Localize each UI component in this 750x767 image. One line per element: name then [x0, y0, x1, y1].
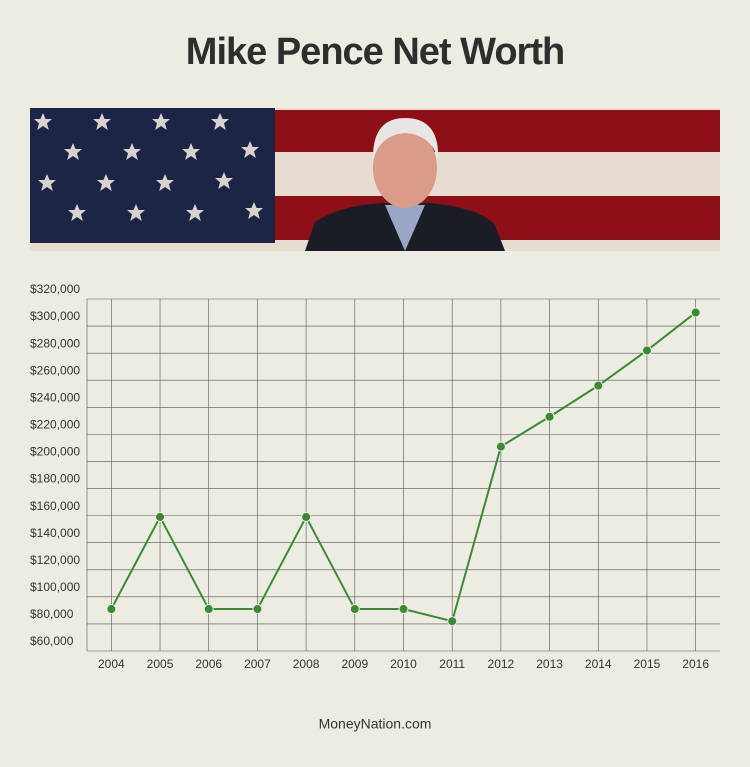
- x-tick-label: 2007: [244, 657, 271, 671]
- data-point: [155, 511, 166, 522]
- data-point: [495, 441, 506, 452]
- y-tick-label: $120,000: [30, 553, 80, 567]
- y-tick-label: $100,000: [30, 580, 80, 594]
- data-point: [690, 307, 701, 318]
- source: MoneyNation.com: [319, 716, 432, 732]
- x-tick-label: 2005: [147, 657, 174, 671]
- data-point: [641, 345, 652, 356]
- x-tick-label: 2006: [195, 657, 222, 671]
- data-point: [349, 604, 360, 615]
- x-tick-label: 2014: [585, 657, 612, 671]
- y-tick-label: $240,000: [30, 390, 80, 404]
- y-tick-label: $60,000: [30, 634, 74, 648]
- y-tick-label: $260,000: [30, 363, 80, 377]
- y-tick-label: $300,000: [30, 309, 80, 323]
- chart-title: Mike Pence Net Worth: [186, 31, 564, 73]
- x-tick-label: 2012: [488, 657, 515, 671]
- y-tick-label: $180,000: [30, 472, 80, 486]
- header-photo: [30, 108, 720, 251]
- x-tick-label: 2010: [390, 657, 417, 671]
- data-point: [544, 411, 555, 422]
- y-tick-label: $140,000: [30, 526, 80, 540]
- data-point: [398, 604, 409, 615]
- x-tick-label: 2015: [634, 657, 661, 671]
- y-tick-label: $200,000: [30, 445, 80, 459]
- data-point: [106, 604, 117, 615]
- data-point: [301, 511, 312, 522]
- y-tick-label: $220,000: [30, 418, 80, 432]
- x-tick-label: 2004: [98, 657, 125, 671]
- x-tick-label: 2016: [682, 657, 709, 671]
- y-tick-label: $320,000: [30, 282, 80, 296]
- data-point: [203, 604, 214, 615]
- y-tick-label: $280,000: [30, 336, 80, 350]
- x-tick-label: 2013: [536, 657, 563, 671]
- data-point: [447, 616, 458, 627]
- x-tick-label: 2009: [341, 657, 368, 671]
- plot-area: $60,000 $80,000 $100,000 $120,000 $140,000 $1…: [30, 282, 720, 671]
- data-point: [593, 380, 604, 391]
- y-tick-label: $160,000: [30, 499, 80, 513]
- x-tick-label: 2011: [439, 657, 465, 671]
- data-point: [252, 604, 263, 615]
- y-tick-label: $80,000: [30, 607, 74, 621]
- x-tick-label: 2008: [293, 657, 320, 671]
